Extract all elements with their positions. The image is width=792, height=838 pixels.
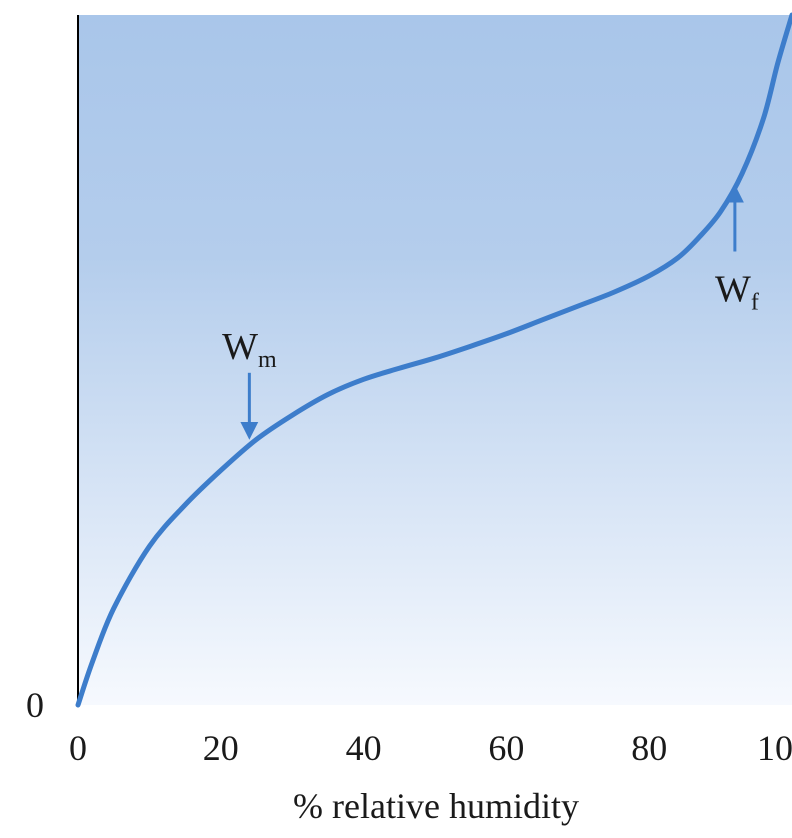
annotation-label: Wm — [222, 326, 277, 373]
annotation-label: Wf — [715, 269, 759, 316]
annotation-wm: Wm — [222, 326, 277, 440]
series-line-0 — [75, 12, 792, 708]
x-tick-label: 0 — [69, 728, 87, 768]
x-tick-label: 80 — [631, 728, 667, 768]
x-tick-label: 60 — [488, 728, 524, 768]
y-tick-label: 0 — [26, 685, 44, 725]
annotation-wf: Wf — [715, 184, 759, 316]
series-layer — [75, 12, 792, 708]
tick-labels: 0 20 40 60 80 100 0 — [26, 685, 792, 768]
x-tick-label: 100 — [757, 728, 792, 768]
annotations-layer: Wm Wf — [222, 184, 759, 440]
x-tick-label: 40 — [346, 728, 382, 768]
x-axis-title: % relative humidity — [293, 786, 579, 826]
x-tick-label: 20 — [203, 728, 239, 768]
